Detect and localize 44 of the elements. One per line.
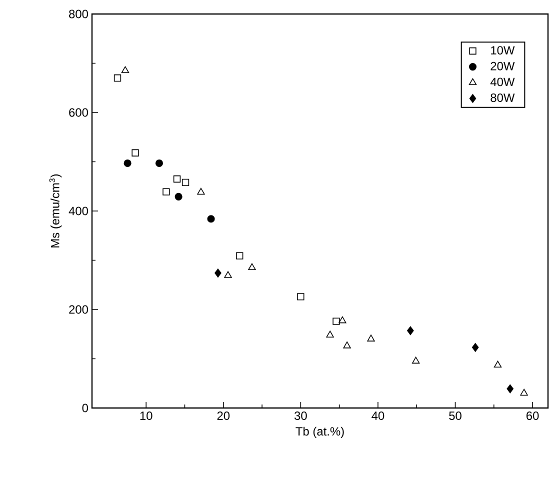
point	[520, 388, 528, 396]
point	[472, 343, 479, 352]
point	[132, 149, 139, 156]
point	[236, 252, 244, 260]
point	[207, 215, 215, 223]
x-tick-label: 50	[449, 412, 462, 420]
point	[224, 271, 232, 278]
point	[338, 316, 346, 324]
y-tick-label: 0	[82, 404, 88, 412]
y-axis-title: Ms (emu/cm$^{3}$)	[49, 174, 62, 248]
point	[182, 178, 190, 186]
point	[494, 360, 502, 368]
point	[121, 66, 130, 74]
point	[343, 342, 351, 348]
x-tick-label: 20	[217, 412, 230, 420]
x-tick-label: 10	[140, 412, 152, 420]
point	[162, 188, 170, 196]
x-axis-title: Tb (at.%)	[296, 426, 344, 438]
y-tick-label: 600	[69, 108, 88, 117]
point	[173, 175, 181, 183]
point	[326, 330, 334, 338]
point	[214, 268, 222, 278]
point	[197, 188, 205, 195]
point	[506, 384, 514, 394]
point	[367, 334, 375, 342]
x-tick-label: 40	[372, 412, 384, 420]
legend-label: 80W	[490, 94, 515, 102]
point	[412, 356, 420, 364]
y-tick-label: 800	[69, 10, 88, 18]
point	[297, 293, 304, 300]
point	[248, 263, 256, 270]
x-tick-label: 30	[294, 412, 307, 420]
point	[124, 159, 132, 168]
y-tick-label: 400	[68, 206, 88, 216]
x-tick-label: 60	[526, 412, 539, 420]
legend-label: 20W	[490, 62, 515, 70]
y-tick-label: 200	[69, 305, 88, 314]
legend-label: 40W	[490, 78, 515, 86]
legend-label: 10W	[491, 46, 515, 55]
point	[407, 326, 414, 336]
point	[114, 74, 122, 82]
point	[332, 318, 340, 325]
point	[155, 159, 164, 168]
point	[174, 192, 182, 201]
